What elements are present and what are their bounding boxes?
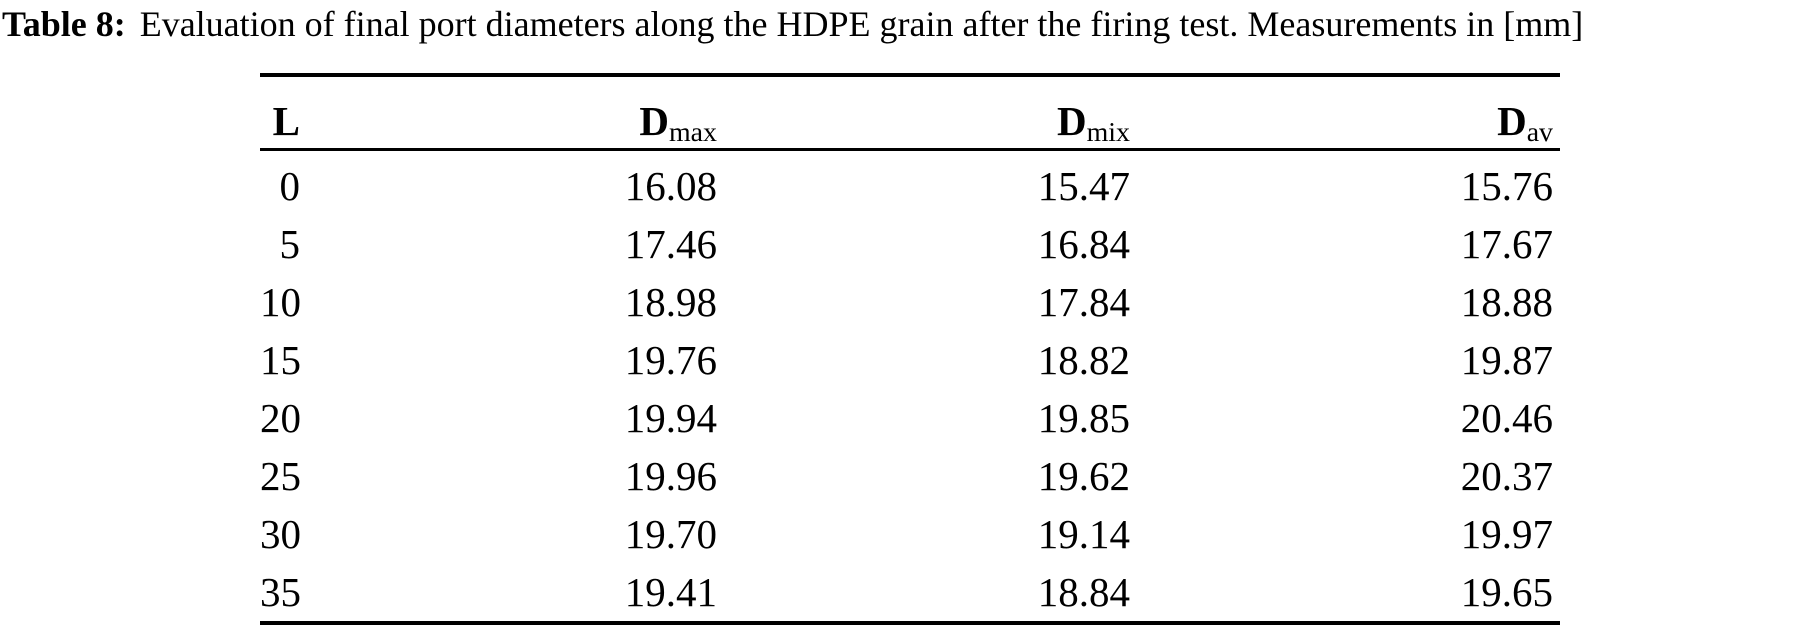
cell-dav: 19.65: [1460, 568, 1553, 615]
cell-dmax: 19.76: [624, 336, 717, 383]
table-row: 20 19.94 19.85 20.46: [260, 389, 1560, 447]
caption-label: Table 8:: [2, 4, 126, 44]
cell-dmix: 16.84: [1037, 220, 1130, 267]
column-header-l: L: [272, 98, 300, 144]
cell-dmix: 19.62: [1037, 452, 1130, 499]
cell-l: 10: [260, 278, 301, 325]
cell-dav: 19.87: [1460, 336, 1553, 383]
cell-dmix: 19.85: [1037, 394, 1130, 441]
data-table: L Dmax Dmix Dav 0 16.08 15.47 15.76 5 17…: [260, 73, 1560, 625]
cell-dmax: 18.98: [624, 278, 717, 325]
column-header-dmix: Dmix: [1057, 98, 1130, 149]
table-row: 5 17.46 16.84 17.67: [260, 215, 1560, 273]
header-row: L Dmax Dmix Dav: [260, 77, 1560, 148]
cell-dmax: 19.70: [624, 510, 717, 557]
column-header-dmax: Dmax: [639, 98, 717, 149]
caption-text: Evaluation of final port diameters along…: [139, 4, 1584, 44]
cell-dav: 17.67: [1460, 220, 1553, 267]
table-row: 0 16.08 15.47 15.76: [260, 157, 1560, 215]
table-row: 25 19.96 19.62 20.37: [260, 447, 1560, 505]
cell-dmax: 19.96: [624, 452, 717, 499]
table-caption: Table 8: Evaluation of final port diamete…: [2, 2, 1815, 47]
bottom-rule: [260, 621, 1560, 625]
cell-l: 20: [260, 394, 301, 441]
cell-dmix: 18.84: [1037, 568, 1130, 615]
column-header-dav: Dav: [1497, 98, 1553, 149]
cell-dmix: 17.84: [1037, 278, 1130, 325]
cell-l: 5: [279, 220, 301, 267]
cell-dmax: 16.08: [624, 162, 717, 209]
cell-dmix: 15.47: [1037, 162, 1130, 209]
cell-dmax: 17.46: [624, 220, 717, 267]
table-body: 0 16.08 15.47 15.76 5 17.46 16.84 17.67 …: [260, 151, 1560, 621]
table-row: 10 18.98 17.84 18.88: [260, 273, 1560, 331]
cell-dav: 15.76: [1460, 162, 1553, 209]
table-row: 35 19.41 18.84 19.65: [260, 563, 1560, 621]
cell-l: 25: [260, 452, 301, 499]
cell-dmax: 19.41: [624, 568, 717, 615]
cell-dav: 19.97: [1460, 510, 1553, 557]
table-row: 15 19.76 18.82 19.87: [260, 331, 1560, 389]
cell-dmix: 18.82: [1037, 336, 1130, 383]
cell-dmix: 19.14: [1037, 510, 1130, 557]
cell-l: 15: [260, 336, 301, 383]
cell-dav: 18.88: [1460, 278, 1553, 325]
cell-dav: 20.46: [1460, 394, 1553, 441]
cell-l: 0: [279, 162, 301, 209]
cell-dav: 20.37: [1460, 452, 1553, 499]
cell-l: 30: [260, 510, 301, 557]
mid-rule: [260, 148, 1560, 151]
table-row: 30 19.70 19.14 19.97: [260, 505, 1560, 563]
top-rule: [260, 73, 1560, 77]
cell-l: 35: [260, 568, 301, 615]
cell-dmax: 19.94: [624, 394, 717, 441]
